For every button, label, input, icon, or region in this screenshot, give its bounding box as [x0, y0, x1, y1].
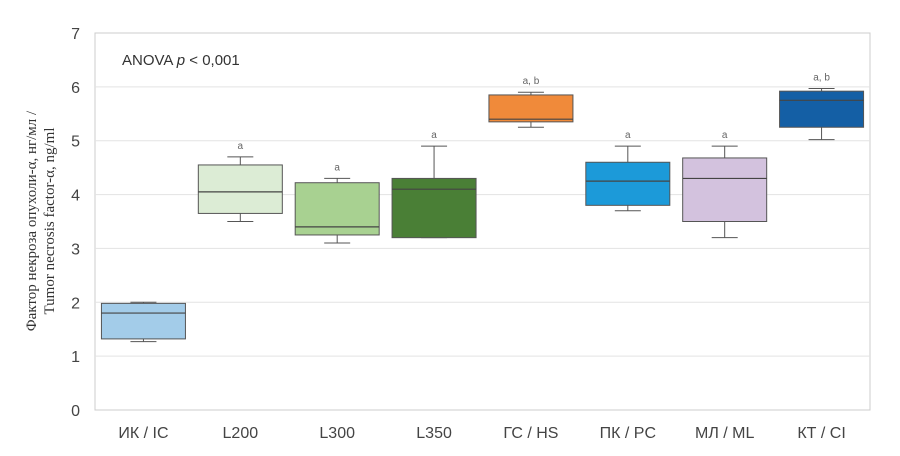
y-axis-ticks: 0 1 2 3 4 5 6 7 [71, 26, 80, 420]
box-iqr [682, 157, 768, 223]
box-3: a [294, 162, 380, 244]
anova-annotation: ANOVA p < 0,001 [122, 52, 240, 69]
y-axis-label: Фактор некроза опухоли-α, нг/мл / Tumor … [24, 110, 58, 331]
box-iqr [488, 94, 574, 123]
y-tick-label: 0 [71, 403, 80, 420]
y-tick-label: 7 [71, 26, 80, 43]
box-2: a [197, 141, 283, 222]
box-iqr [391, 177, 477, 239]
y-tick-label: 5 [71, 134, 80, 151]
grid-lines [95, 86, 870, 357]
boxes: a a a a, b a a a, b [100, 72, 865, 343]
significance-label: a [238, 141, 244, 152]
category-label: ИК / IC [118, 425, 168, 442]
x-axis-category-labels: ИК / IC L200 L300 L350 ГС / HS ПК / PC МЛ / ML… [118, 425, 845, 442]
box-iqr [294, 182, 380, 236]
box-iqr [100, 302, 186, 340]
y-tick-label: 2 [71, 295, 80, 312]
box-7: a [682, 130, 768, 239]
box-iqr [585, 161, 671, 206]
y-axis-label-line-2: Tumor necrosis factor-α, ng/ml [42, 128, 58, 315]
box-4: a [391, 130, 477, 239]
significance-label: a [431, 130, 437, 141]
significance-label: a [722, 130, 728, 141]
box-5: a, b [488, 76, 574, 128]
category-label: L200 [223, 425, 259, 442]
category-label: ПК / PC [600, 425, 656, 442]
category-label: ГС / HS [503, 425, 558, 442]
significance-label: a [625, 130, 631, 141]
box-iqr [197, 164, 283, 214]
category-label: МЛ / ML [695, 425, 754, 442]
box-8: a, b [779, 72, 865, 141]
y-tick-label: 3 [71, 241, 80, 258]
category-label: L300 [319, 425, 355, 442]
significance-label: a, b [813, 72, 830, 83]
significance-label: a [334, 162, 340, 173]
y-tick-label: 6 [71, 80, 80, 97]
category-label: L350 [416, 425, 452, 442]
box-1 [100, 301, 186, 343]
y-tick-label: 1 [71, 349, 80, 366]
category-label: КТ / CI [797, 425, 845, 442]
box-iqr [779, 90, 865, 128]
y-axis-label-line-1: Фактор некроза опухоли-α, нг/мл / [24, 110, 40, 331]
significance-label: a, b [523, 76, 540, 87]
y-tick-label: 4 [71, 188, 80, 205]
box-6: a [585, 130, 671, 212]
